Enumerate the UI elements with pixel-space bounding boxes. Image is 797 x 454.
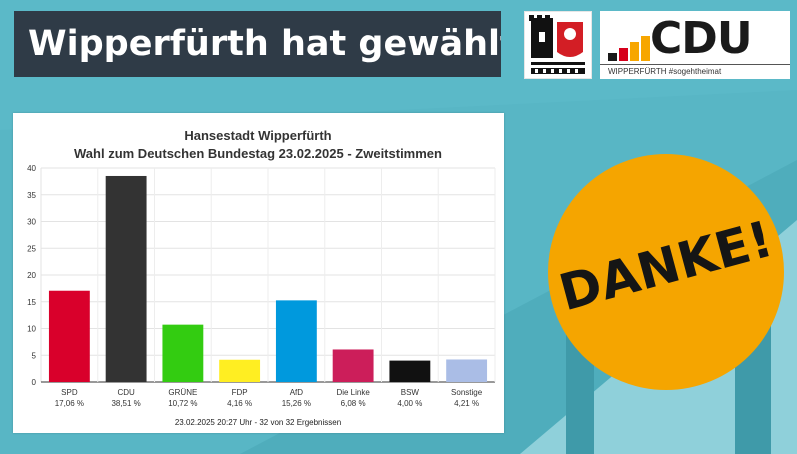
danke-text: DANKE! — [553, 209, 779, 323]
x-tick-label: Sonstige — [451, 388, 483, 397]
data-label: 15,26 % — [282, 399, 311, 408]
data-label: 4,21 % — [454, 399, 479, 408]
chart-title: Hansestadt Wipperfürth — [184, 128, 331, 143]
cdu-wordmark: CDU — [650, 13, 753, 64]
bar-sonstige — [446, 359, 488, 382]
danke-badge: DANKE! — [548, 154, 784, 390]
y-tick-label: 25 — [27, 244, 36, 253]
data-label: 4,16 % — [227, 399, 252, 408]
data-label: 10,72 % — [168, 399, 197, 408]
data-label: 17,06 % — [55, 399, 84, 408]
bar-afd — [275, 300, 317, 382]
y-tick-label: 40 — [27, 164, 36, 173]
chart-subtitle: Wahl zum Deutschen Bundestag 23.02.2025 … — [74, 146, 442, 161]
x-tick-label: FDP — [232, 388, 248, 397]
cdu-tagline: WIPPERFÜRTH #sogehtheimat — [600, 64, 790, 80]
x-tick-label: GRÜNE — [168, 388, 197, 397]
x-tick-label: CDU — [117, 388, 135, 397]
chart-footer: 23.02.2025 20:27 Uhr - 32 von 32 Ergebni… — [175, 418, 341, 427]
y-tick-label: 0 — [32, 378, 37, 387]
y-tick-label: 10 — [27, 325, 36, 334]
x-tick-label: BSW — [401, 388, 420, 397]
y-tick-label: 20 — [27, 271, 36, 280]
bar-grüne — [162, 324, 204, 382]
crest-icon — [529, 15, 585, 74]
y-tick-label: 30 — [27, 218, 36, 227]
x-tick-label: SPD — [61, 388, 78, 397]
y-tick-label: 5 — [32, 351, 37, 360]
data-label: 38,51 % — [111, 399, 140, 408]
cdu-logo: CDU WIPPERFÜRTH #sogehtheimat — [600, 11, 790, 79]
data-label: 6,08 % — [341, 399, 366, 408]
chart-svg: Hansestadt Wipperfürth Wahl zum Deutsche… — [27, 128, 496, 427]
bar-die-linke — [332, 349, 374, 382]
page-title: Wipperfürth hat gewählt — [14, 11, 501, 77]
bar-spd — [48, 290, 90, 382]
y-tick-label: 15 — [27, 298, 36, 307]
x-tick-label: AfD — [290, 388, 304, 397]
bar-fdp — [219, 359, 261, 382]
election-chart: Hansestadt Wipperfürth Wahl zum Deutsche… — [13, 113, 504, 433]
data-label: 4,00 % — [397, 399, 422, 408]
bar-bsw — [389, 360, 431, 382]
city-crest-logo — [524, 11, 592, 79]
bar-cdu — [105, 175, 147, 382]
y-tick-label: 35 — [27, 191, 36, 200]
cdu-steps-icon — [608, 36, 650, 61]
x-tick-label: Die Linke — [336, 388, 370, 397]
